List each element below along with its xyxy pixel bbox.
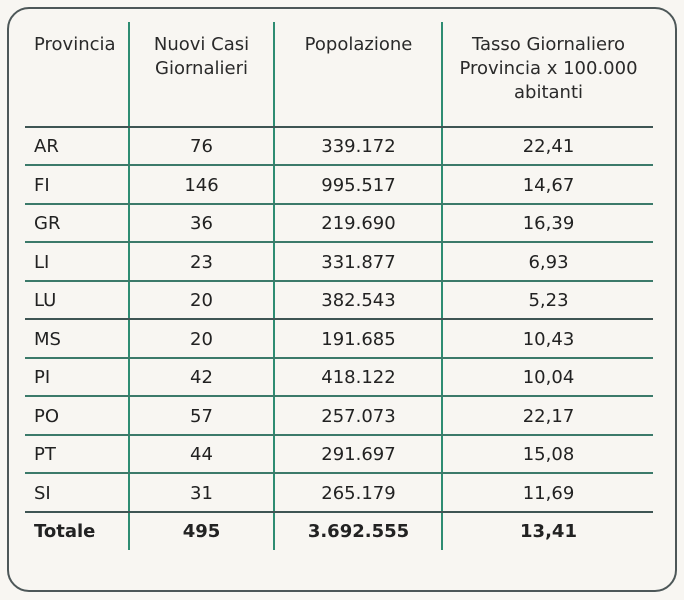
cell-provincia: GR [34, 213, 61, 234]
row-divider [25, 164, 653, 166]
cell-popolazione: 382.543 [321, 290, 396, 311]
cell-provincia: PT [34, 444, 56, 465]
cell-total-label: Totale [34, 521, 96, 542]
header-line: Giornalieri [155, 58, 248, 79]
cell-tasso: 6,93 [528, 252, 569, 273]
header-line: abitanti [513, 82, 583, 103]
cell-provincia: MS [34, 329, 61, 350]
cell-tasso: 10,04 [522, 367, 575, 388]
header-divider [25, 126, 653, 128]
cell-tasso: 10,43 [522, 329, 575, 350]
cell-nuovi-casi: 42 [190, 367, 213, 388]
cell-popolazione: 418.122 [321, 367, 396, 388]
cell-tasso: 14,67 [522, 175, 575, 196]
row-divider [25, 357, 653, 359]
cell-tasso: 11,69 [522, 483, 575, 504]
header-line: Provincia [34, 34, 116, 55]
cell-nuovi-casi: 76 [190, 136, 213, 157]
cell-tasso: 22,41 [522, 136, 575, 157]
cell-nuovi-casi: 146 [184, 175, 219, 196]
cell-total-tasso: 13,41 [520, 521, 577, 542]
cell-popolazione: 331.877 [321, 252, 396, 273]
header-provincia: Provincia [34, 33, 116, 57]
cell-nuovi-casi: 20 [190, 290, 213, 311]
cell-nuovi-casi: 44 [190, 444, 213, 465]
cell-provincia: LU [34, 290, 57, 311]
cell-nuovi-casi: 57 [190, 406, 213, 427]
cell-popolazione: 995.517 [321, 175, 396, 196]
cell-nuovi-casi: 20 [190, 329, 213, 350]
cell-tasso: 5,23 [528, 290, 569, 311]
cell-popolazione: 291.697 [321, 444, 396, 465]
table-card [7, 7, 677, 592]
cell-provincia: SI [34, 483, 51, 504]
cell-popolazione: 265.179 [321, 483, 396, 504]
cell-provincia: PI [34, 367, 51, 388]
cell-popolazione: 191.685 [321, 329, 396, 350]
header-line: Nuovi Casi [153, 34, 250, 55]
header-line: Popolazione [304, 34, 413, 55]
cell-provincia: AR [34, 136, 59, 157]
row-divider [25, 434, 653, 436]
cell-popolazione: 257.073 [321, 406, 396, 427]
header-tasso: Tasso Giornaliero Provincia x 100.000 ab… [444, 33, 653, 105]
cell-total-popolazione: 3.692.555 [307, 521, 410, 542]
column-divider [441, 22, 443, 550]
cell-provincia: FI [34, 175, 50, 196]
cell-nuovi-casi: 36 [190, 213, 213, 234]
row-divider [25, 472, 653, 474]
row-divider [25, 395, 653, 397]
cell-provincia: PO [34, 406, 60, 427]
cell-tasso: 22,17 [522, 406, 575, 427]
cell-total-nuovi-casi: 495 [182, 521, 221, 542]
cell-provincia: LI [34, 252, 50, 273]
cell-nuovi-casi: 31 [190, 483, 213, 504]
cell-popolazione: 219.690 [321, 213, 396, 234]
row-divider [25, 203, 653, 205]
cell-nuovi-casi: 23 [190, 252, 213, 273]
total-divider [25, 511, 653, 513]
cell-tasso: 15,08 [522, 444, 575, 465]
row-divider [25, 280, 653, 282]
header-line: Provincia x 100.000 [459, 58, 638, 79]
column-divider [273, 22, 275, 550]
row-divider [25, 241, 653, 243]
column-divider [128, 22, 130, 550]
cell-popolazione: 339.172 [321, 136, 396, 157]
header-line: Tasso Giornaliero [471, 34, 626, 55]
header-nuovi-casi: Nuovi Casi Giornalieri [130, 33, 273, 81]
row-divider [25, 318, 653, 320]
header-popolazione: Popolazione [275, 33, 442, 57]
cell-tasso: 16,39 [522, 213, 575, 234]
